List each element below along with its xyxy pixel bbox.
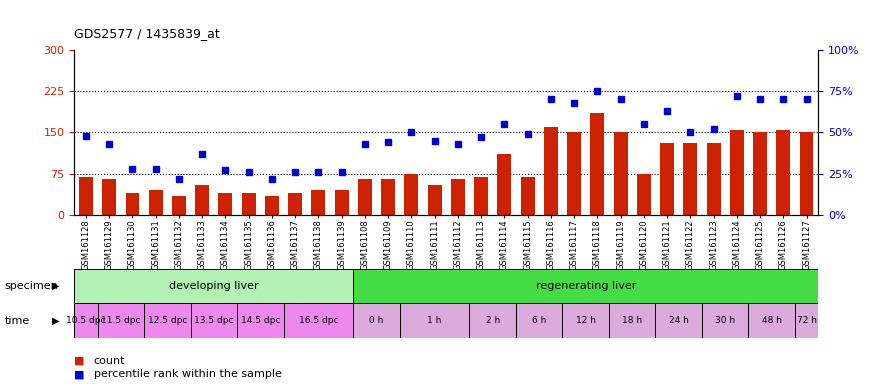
Bar (544, 127, 558, 215)
Text: 11.5 dpc: 11.5 dpc (102, 316, 141, 325)
Bar (195, 185, 209, 215)
Bar (354, 269, 818, 303)
Bar (563, 303, 609, 338)
Text: developing liver: developing liver (169, 281, 259, 291)
Text: 12 h: 12 h (576, 316, 596, 325)
Bar (613, 132, 627, 215)
Text: 6 h: 6 h (532, 316, 546, 325)
Text: count: count (94, 356, 125, 366)
Bar (702, 303, 748, 338)
Bar (707, 144, 720, 215)
Bar (125, 193, 139, 215)
Bar (288, 193, 302, 215)
Bar (74, 269, 354, 303)
Text: 16.5 dpc: 16.5 dpc (298, 316, 338, 325)
Bar (730, 130, 744, 215)
Text: 18 h: 18 h (622, 316, 642, 325)
Bar (284, 303, 354, 338)
Bar (382, 179, 396, 215)
Bar (400, 303, 470, 338)
Bar (474, 177, 488, 215)
Bar (609, 303, 655, 338)
Text: 10.5 dpc: 10.5 dpc (66, 316, 106, 325)
Bar (567, 132, 581, 215)
Bar (748, 303, 794, 338)
Bar (637, 174, 651, 215)
Text: 48 h: 48 h (761, 316, 781, 325)
Bar (451, 179, 465, 215)
Bar (404, 174, 418, 215)
Text: 12.5 dpc: 12.5 dpc (148, 316, 187, 325)
Bar (79, 177, 93, 215)
Bar (358, 179, 372, 215)
Text: time: time (4, 316, 30, 326)
Text: 14.5 dpc: 14.5 dpc (241, 316, 280, 325)
Bar (312, 190, 326, 215)
Bar (800, 132, 814, 215)
Text: 1 h: 1 h (428, 316, 442, 325)
Text: 24 h: 24 h (668, 316, 689, 325)
Bar (74, 303, 98, 338)
Text: ▶: ▶ (52, 316, 60, 326)
Text: percentile rank within the sample: percentile rank within the sample (94, 369, 282, 379)
Bar (794, 303, 818, 338)
Text: 72 h: 72 h (796, 316, 816, 325)
Text: 0 h: 0 h (369, 316, 384, 325)
Bar (776, 130, 790, 215)
Bar (98, 303, 144, 338)
Bar (265, 196, 279, 215)
Bar (219, 193, 233, 215)
Bar (144, 303, 191, 338)
Bar (683, 144, 697, 215)
Text: 30 h: 30 h (715, 316, 735, 325)
Bar (237, 303, 284, 338)
Bar (521, 177, 535, 215)
Bar (354, 303, 400, 338)
Text: ■: ■ (74, 356, 85, 366)
Bar (172, 196, 186, 215)
Text: ■: ■ (74, 369, 85, 379)
Bar (753, 132, 767, 215)
Bar (102, 179, 116, 215)
Bar (660, 144, 674, 215)
Bar (655, 303, 702, 338)
Bar (334, 190, 348, 215)
Bar (497, 154, 511, 215)
Text: 13.5 dpc: 13.5 dpc (194, 316, 234, 325)
Bar (428, 185, 442, 215)
Bar (242, 193, 256, 215)
Bar (591, 113, 605, 215)
Bar (470, 303, 516, 338)
Text: ▶: ▶ (52, 281, 60, 291)
Bar (149, 190, 163, 215)
Text: GDS2577 / 1435839_at: GDS2577 / 1435839_at (74, 27, 220, 40)
Text: regenerating liver: regenerating liver (536, 281, 636, 291)
Text: specimen: specimen (4, 281, 58, 291)
Text: 2 h: 2 h (486, 316, 500, 325)
Bar (191, 303, 237, 338)
Bar (516, 303, 563, 338)
